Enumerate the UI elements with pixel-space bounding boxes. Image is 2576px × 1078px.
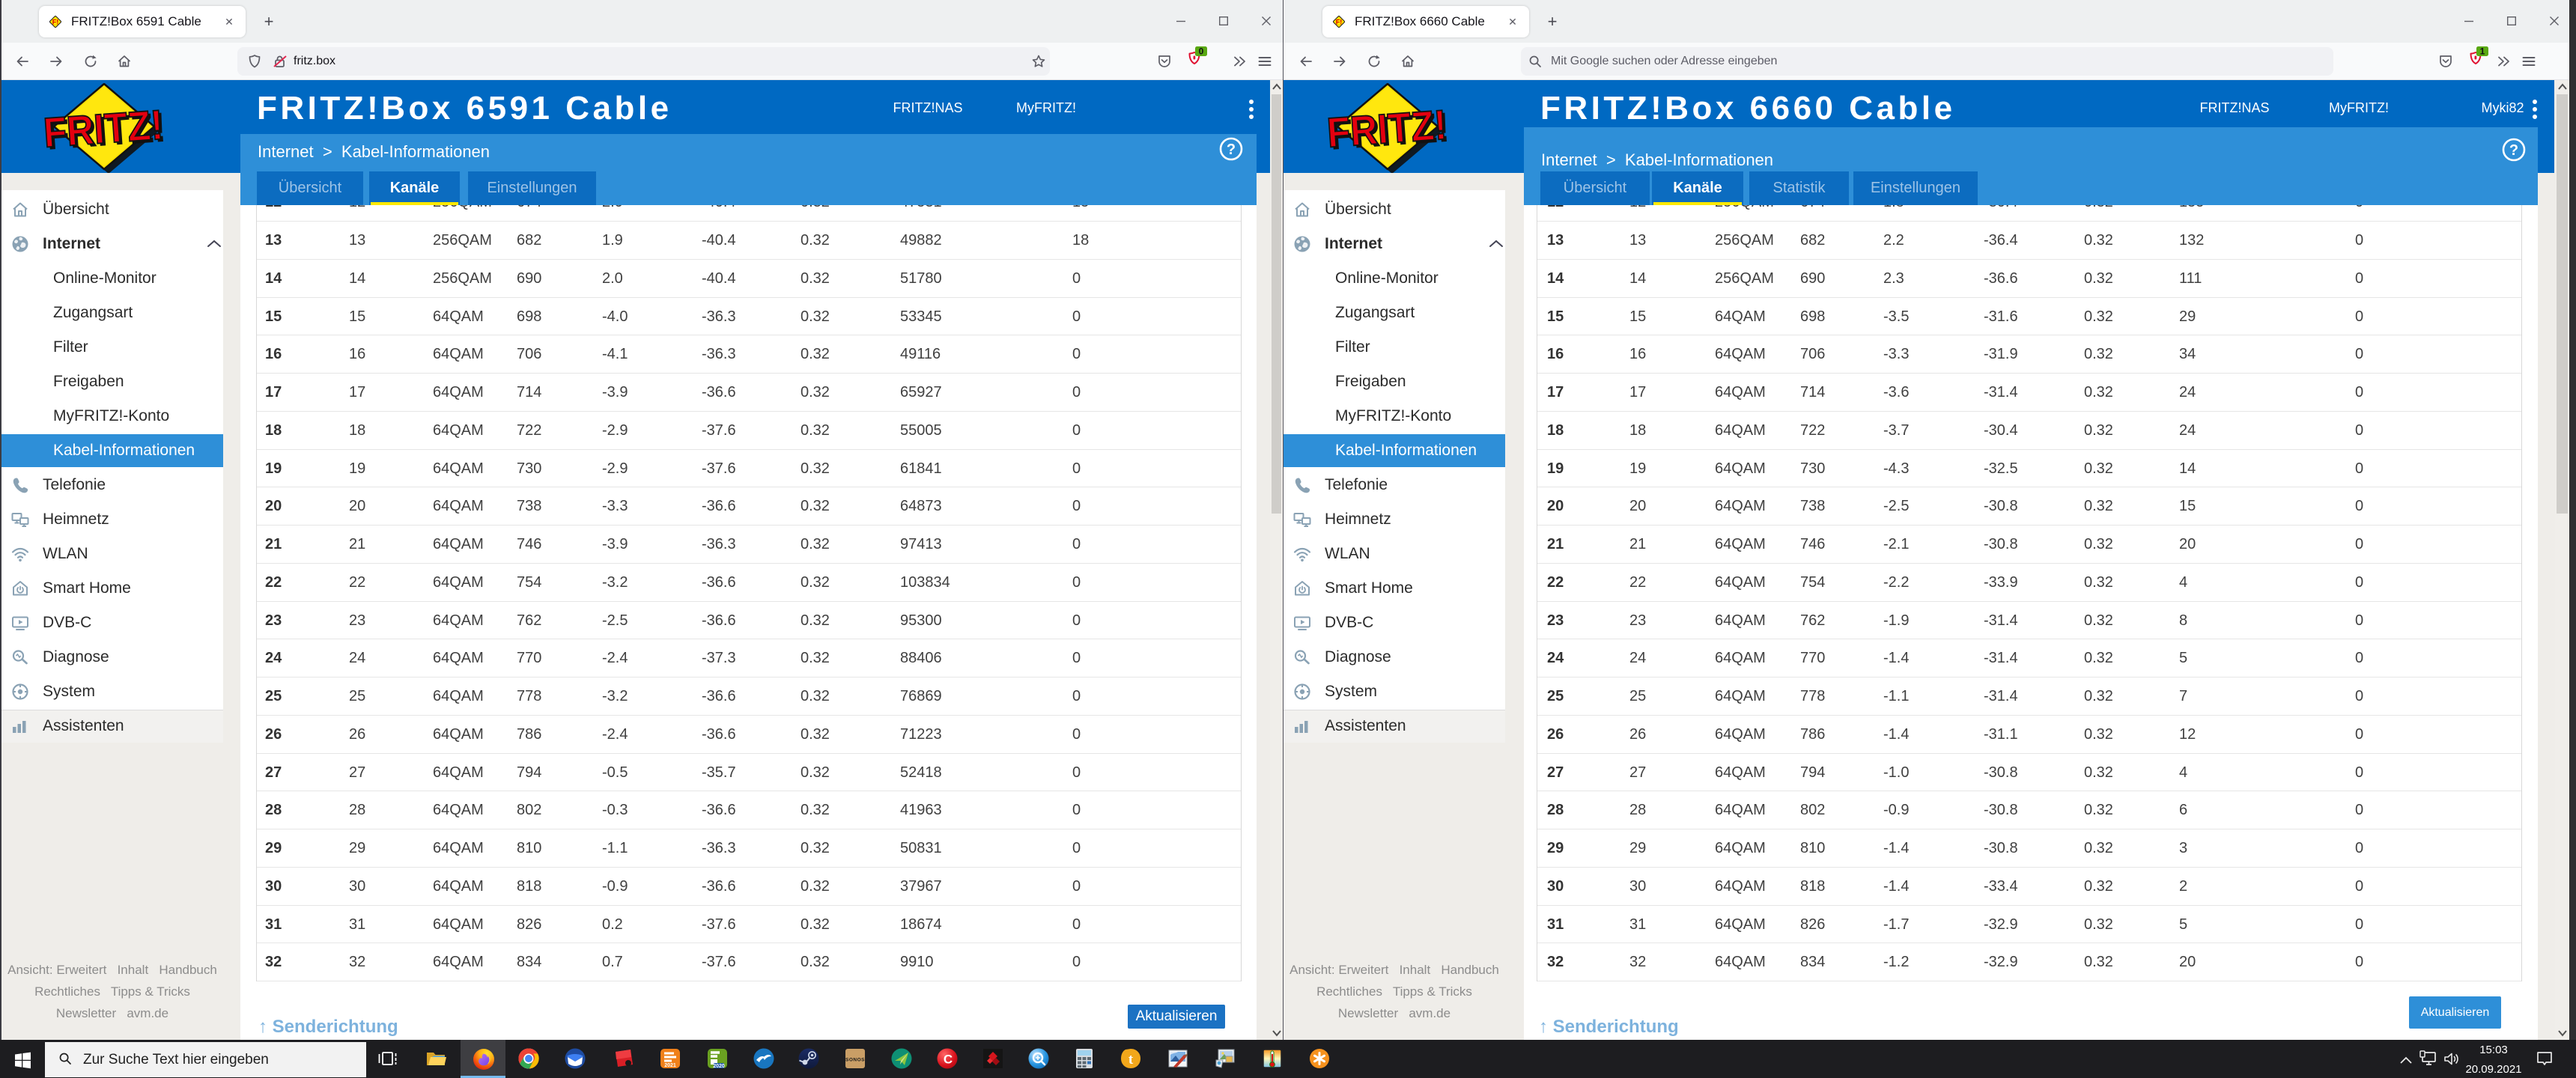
svg-text:F!: F!	[52, 19, 59, 26]
svg-text:?: ?	[2509, 142, 2518, 159]
svg-text:SONOS: SONOS	[845, 1058, 865, 1063]
svg-text:0: 0	[1199, 46, 1204, 57]
svg-text:2020: 2020	[713, 1064, 725, 1069]
svg-text:FRITZ!: FRITZ!	[43, 101, 165, 156]
svg-text:1: 1	[2480, 46, 2485, 57]
svg-text:C: C	[944, 1053, 953, 1067]
svg-text:?: ?	[1227, 141, 1236, 158]
svg-text:FRITZ!: FRITZ!	[45, 103, 165, 159]
svg-text:FRITZ!: FRITZ!	[1328, 103, 1448, 159]
svg-text:F!: F!	[1336, 19, 1343, 26]
svg-text:2021: 2021	[664, 1063, 676, 1068]
svg-text:FRITZ!: FRITZ!	[1327, 101, 1448, 156]
svg-text:t: t	[1128, 1052, 1134, 1068]
